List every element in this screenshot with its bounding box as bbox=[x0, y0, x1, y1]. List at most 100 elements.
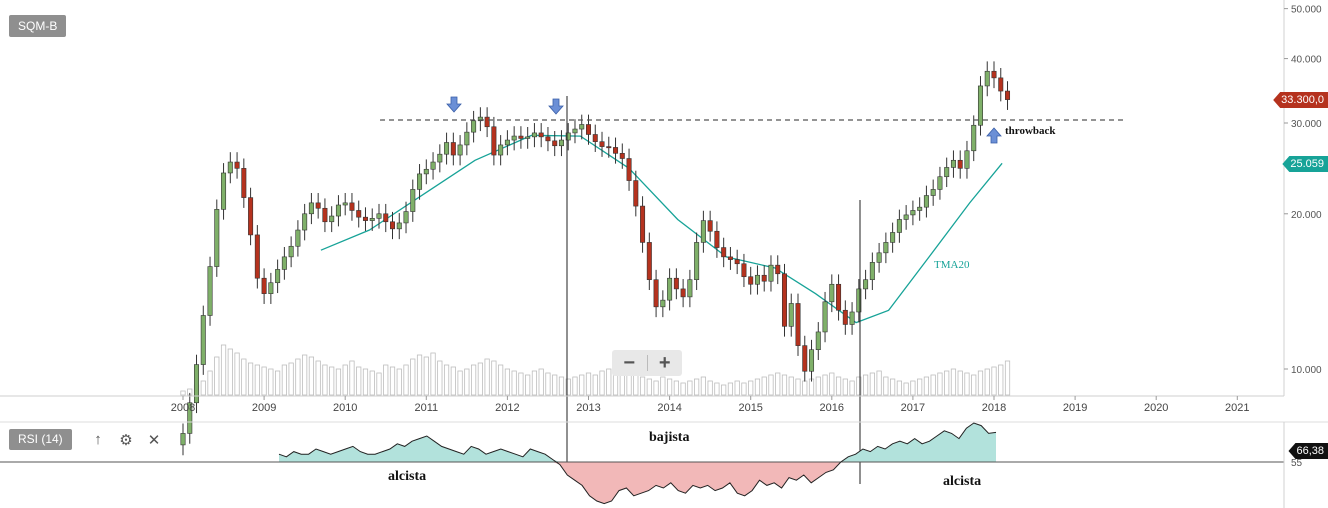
candle-body bbox=[511, 135, 517, 141]
candle-body bbox=[329, 215, 335, 223]
volume-bar bbox=[376, 372, 382, 396]
candle-body bbox=[396, 222, 402, 230]
volume-bar bbox=[491, 360, 497, 396]
candle-body bbox=[315, 202, 321, 209]
candle-down bbox=[518, 126, 524, 149]
volume-bar bbox=[552, 374, 558, 396]
candle-up bbox=[869, 252, 875, 291]
volume-bar bbox=[180, 390, 186, 396]
volume-bar bbox=[227, 348, 233, 396]
volume-bar bbox=[761, 376, 767, 396]
volume-bar bbox=[964, 372, 970, 396]
candle-body bbox=[491, 126, 497, 156]
volume-bar bbox=[984, 368, 990, 396]
candle-up bbox=[923, 185, 929, 218]
candle-down bbox=[383, 203, 389, 233]
candle-down bbox=[362, 207, 368, 231]
volume-bar bbox=[443, 364, 450, 396]
volume-bar bbox=[396, 368, 402, 396]
price-tick-label: 10.000 bbox=[1291, 365, 1322, 376]
arrow-up-icon[interactable]: ↑ bbox=[94, 431, 102, 448]
price-tick-label: 50.000 bbox=[1291, 5, 1322, 16]
last-price-tag: 33.300,0 bbox=[1273, 92, 1328, 108]
candle-up bbox=[950, 150, 956, 178]
candle-up bbox=[295, 220, 301, 257]
candle-up bbox=[849, 302, 855, 335]
candle-body bbox=[390, 221, 396, 230]
volume-bar bbox=[727, 382, 734, 396]
candle-body bbox=[288, 245, 294, 258]
volume-bar bbox=[261, 366, 267, 396]
candle-up bbox=[788, 293, 794, 337]
candle-up bbox=[531, 123, 537, 148]
volume-bar bbox=[558, 376, 565, 396]
volume-bar bbox=[741, 382, 747, 396]
volume-bar bbox=[498, 364, 504, 396]
volume-bar bbox=[680, 382, 686, 396]
candle-body bbox=[335, 204, 341, 217]
candle-down bbox=[254, 225, 260, 289]
zoom-in-button[interactable]: + bbox=[658, 352, 671, 374]
volume-bar bbox=[329, 366, 335, 396]
candle-up bbox=[863, 269, 869, 300]
candle-down bbox=[761, 265, 767, 292]
volume-bar bbox=[308, 356, 315, 396]
candle-up bbox=[302, 203, 308, 241]
candle-body bbox=[599, 141, 605, 147]
candle-down bbox=[775, 255, 781, 285]
volume-bar bbox=[504, 368, 511, 396]
candle-up bbox=[444, 132, 450, 165]
candle-body bbox=[261, 277, 267, 294]
candle-up bbox=[964, 140, 970, 179]
candle-body bbox=[896, 219, 902, 233]
volume-bar bbox=[477, 362, 483, 396]
candle-body bbox=[667, 277, 673, 301]
volume-bar bbox=[977, 370, 984, 396]
candle-down bbox=[727, 247, 733, 270]
candle-body bbox=[687, 279, 693, 298]
candle-up bbox=[903, 205, 909, 230]
candle-body bbox=[302, 213, 308, 231]
volume-bar bbox=[430, 352, 436, 396]
candle-down bbox=[545, 126, 551, 152]
volume-bar bbox=[788, 376, 794, 396]
candle-body bbox=[761, 274, 767, 282]
volume-bar bbox=[538, 368, 544, 396]
candle-body bbox=[437, 153, 443, 163]
symbol-badge[interactable]: SQM-B bbox=[9, 15, 67, 37]
candle-down bbox=[322, 198, 328, 233]
candle-body bbox=[444, 142, 450, 155]
candle-down bbox=[538, 123, 544, 148]
candle-up bbox=[477, 107, 483, 132]
candle-body bbox=[207, 266, 213, 316]
volume-bar bbox=[565, 378, 571, 396]
candle-body bbox=[673, 277, 679, 290]
candle-up bbox=[856, 279, 862, 323]
candle-up bbox=[180, 423, 186, 456]
volume-bar bbox=[362, 368, 369, 396]
rsi-pane: 55 bbox=[0, 422, 1303, 508]
candle-down bbox=[781, 263, 787, 337]
candle-body bbox=[653, 279, 659, 308]
rsi-badge[interactable]: RSI (14) bbox=[9, 429, 72, 450]
time-tick-label: 2016 bbox=[820, 402, 844, 414]
volume-bar bbox=[295, 358, 301, 396]
gear-icon[interactable]: ⚙ bbox=[119, 431, 133, 449]
volume-bar bbox=[998, 364, 1004, 396]
candle-body bbox=[849, 311, 855, 325]
time-tick-label: 2021 bbox=[1225, 402, 1249, 414]
volume-bar bbox=[862, 374, 869, 396]
candle-up bbox=[187, 392, 193, 444]
volume-bar bbox=[754, 378, 761, 396]
zoom-out-button[interactable]: − bbox=[623, 352, 636, 374]
volume-bar bbox=[842, 378, 848, 396]
candle-body bbox=[322, 207, 328, 223]
close-icon[interactable]: ✕ bbox=[147, 431, 161, 449]
candle-up bbox=[308, 193, 314, 225]
candle-body bbox=[815, 331, 821, 351]
volume-bar bbox=[849, 380, 855, 396]
candle-up bbox=[329, 206, 335, 233]
candle-down bbox=[599, 131, 605, 157]
bajista-label: bajista bbox=[649, 430, 689, 445]
